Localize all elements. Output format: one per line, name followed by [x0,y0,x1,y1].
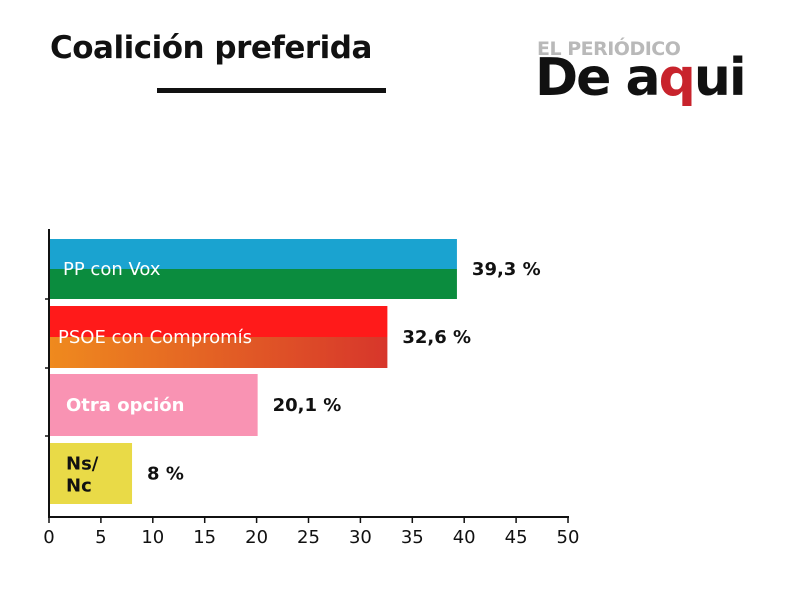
x-tick-label: 50 [557,527,580,548]
x-tick-label: 25 [297,527,320,548]
category-label-pp-con-vox: PP con Vox [63,259,161,280]
logo-word-de: De a [535,48,661,108]
x-tick-label: 45 [505,527,528,548]
value-label-ns-nc: 8 % [147,464,184,485]
logo-word-ui: ui [693,48,747,108]
logo-letter-q: q [658,48,696,108]
bar-otra-opcion [49,374,258,436]
bar-psoe-con-compromis-upper [49,306,388,337]
bar-pp-con-vox-lower [49,269,457,299]
x-tick-label: 15 [193,527,216,548]
bar-psoe-con-compromis-lower [49,337,388,368]
value-label-psoe-con-compromis: 32,6 % [402,327,471,348]
category-label-psoe-con-compromis: PSOE con Compromís [58,327,252,348]
value-label-pp-con-vox: 39,3 % [472,259,541,280]
x-tick-label: 30 [349,527,372,548]
x-tick-label: 0 [43,527,54,548]
x-tick-label: 10 [141,527,164,548]
x-tick-label: 40 [453,527,476,548]
chart-title: Coalición preferida [50,30,372,66]
x-tick-label: 35 [401,527,424,548]
logo-line-2: De aqui [535,52,747,104]
newspaper-logo: EL PERIÓDICO De aqui [535,38,770,110]
bar-ns-nc [49,443,133,504]
category-label-otra-opcion: Otra opción [66,395,184,416]
title-underline [157,88,386,93]
bar-pp-con-vox-upper [49,239,457,269]
logo-line-1: EL PERIÓDICO [537,38,681,60]
x-tick-label: 5 [95,527,106,548]
category-label-ns-nc: Ns/Nc [66,454,99,497]
x-tick-label: 20 [245,527,268,548]
value-label-otra-opcion: 20,1 % [273,395,342,416]
